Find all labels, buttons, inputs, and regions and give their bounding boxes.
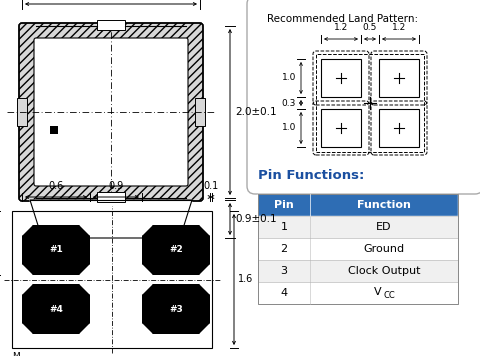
Text: 1.2: 1.2 — [392, 23, 406, 32]
Bar — [17, 98, 27, 126]
Bar — [142, 284, 210, 334]
Polygon shape — [200, 324, 210, 334]
Bar — [97, 192, 125, 202]
Bar — [379, 59, 419, 97]
Text: 0.1: 0.1 — [204, 181, 218, 191]
Polygon shape — [200, 284, 210, 294]
Polygon shape — [200, 265, 210, 275]
Polygon shape — [200, 225, 210, 235]
Text: Pin: Pin — [274, 200, 294, 210]
Bar — [22, 225, 90, 275]
FancyBboxPatch shape — [19, 23, 203, 201]
Text: #4: #4 — [49, 304, 63, 314]
Bar — [379, 109, 419, 147]
Bar — [321, 59, 361, 97]
Bar — [142, 225, 210, 275]
Text: 4: 4 — [280, 288, 288, 298]
Text: V: V — [374, 287, 382, 297]
Text: 0.3: 0.3 — [282, 99, 296, 108]
Bar — [321, 109, 361, 147]
Polygon shape — [22, 324, 32, 334]
Polygon shape — [80, 225, 90, 235]
Text: Pin Functions:: Pin Functions: — [258, 169, 364, 182]
Bar — [50, 126, 58, 134]
Bar — [258, 282, 458, 304]
Text: 2.0±0.1: 2.0±0.1 — [235, 107, 276, 117]
Text: ED: ED — [376, 222, 392, 232]
Polygon shape — [22, 265, 32, 275]
Text: 0.6: 0.6 — [48, 181, 64, 191]
Text: 0.9±0.1: 0.9±0.1 — [235, 214, 276, 224]
Text: #1: #1 — [49, 246, 63, 255]
Polygon shape — [30, 200, 192, 238]
Bar — [22, 284, 90, 334]
Polygon shape — [22, 284, 32, 294]
Text: Ground: Ground — [363, 244, 405, 254]
Text: Clock Output: Clock Output — [348, 266, 420, 276]
Text: 1.0: 1.0 — [282, 73, 296, 83]
Text: 1.2: 1.2 — [334, 23, 348, 32]
Text: #3: #3 — [169, 304, 183, 314]
Polygon shape — [80, 324, 90, 334]
Polygon shape — [142, 265, 152, 275]
Bar — [258, 194, 458, 216]
Text: 0.9: 0.9 — [108, 181, 124, 191]
Text: #2: #2 — [169, 246, 183, 255]
Polygon shape — [142, 324, 152, 334]
Bar — [12, 211, 212, 348]
Text: Recommended Land Pattern:: Recommended Land Pattern: — [267, 14, 418, 24]
Bar — [258, 216, 458, 238]
Bar — [316, 54, 424, 152]
Bar — [97, 20, 125, 30]
Text: Function: Function — [357, 200, 411, 210]
Text: CC: CC — [384, 290, 396, 299]
Bar — [195, 98, 205, 126]
Polygon shape — [22, 225, 32, 235]
Bar — [258, 194, 458, 304]
Text: 0.5: 0.5 — [363, 23, 377, 32]
Text: 1.6: 1.6 — [238, 274, 253, 284]
Text: 1: 1 — [280, 222, 288, 232]
Polygon shape — [80, 265, 90, 275]
Bar — [258, 238, 458, 260]
Text: 1.0: 1.0 — [282, 124, 296, 132]
Text: 2: 2 — [280, 244, 288, 254]
Text: 3: 3 — [280, 266, 288, 276]
FancyBboxPatch shape — [34, 38, 188, 186]
Polygon shape — [142, 284, 152, 294]
Polygon shape — [142, 225, 152, 235]
Text: M: M — [12, 352, 20, 356]
Polygon shape — [80, 284, 90, 294]
Bar — [258, 260, 458, 282]
FancyBboxPatch shape — [247, 0, 480, 194]
